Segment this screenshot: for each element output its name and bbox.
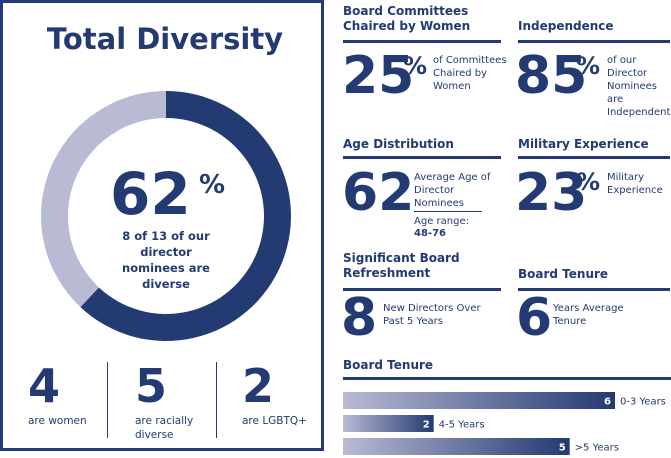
tenure-bar [343, 415, 434, 432]
refreshment-title: Significant Board Refreshment [343, 251, 460, 280]
stat-women-value: 4 [28, 359, 61, 413]
stat-divider [107, 362, 108, 438]
stat-women-label: are women [28, 415, 87, 427]
refreshment-rule [343, 288, 501, 291]
tenure-avg-title: Board Tenure [518, 267, 609, 281]
tenure-avg-rule [518, 288, 670, 291]
age-title: Age Distribution [343, 137, 454, 151]
stat-women: 4 are women [28, 362, 106, 428]
independence-title: Independence [518, 19, 614, 33]
diversity-percent: 62 [110, 160, 191, 228]
military-rule [518, 156, 670, 159]
committees-text: of Committees Chaired by Women [433, 55, 507, 92]
donut-segment-diverse [80, 91, 292, 341]
tenure-bar-chart: 6 0-3 Years 2 4-5 Years 5 >5 Years [343, 392, 666, 455]
tenure-bar-label: 4-5 Years [439, 420, 485, 431]
total-diversity-panel [0, 0, 324, 451]
diversity-caption: 8 of 13 of our director nominees are div… [122, 229, 210, 291]
refreshment-value: 8 [341, 288, 378, 348]
age-rule [343, 156, 501, 159]
age-range-label: Age range: [414, 216, 469, 227]
tenure-bar [343, 438, 570, 455]
military-title: Military Experience [518, 137, 649, 151]
tenure-chart-title: Board Tenure [343, 358, 434, 372]
refreshment-text: New Directors Over Past 5 Years [383, 303, 481, 327]
committees-title: Board Committees Chaired by Women [343, 4, 471, 33]
tenure-bar [343, 392, 615, 409]
diversity-percent-sign: % [199, 170, 226, 200]
tenure-bar-value: 6 [604, 397, 611, 408]
tenure-bar-label: 0-3 Years [620, 397, 666, 408]
stat-lgbtq: 2 are LGBTQ+ [242, 362, 320, 428]
tenure-chart-rule [343, 377, 671, 380]
stat-lgbtq-value: 2 [242, 359, 275, 413]
independence-text: of our Director Nominees are Independent [607, 55, 671, 118]
age-range-value: 48-76 [414, 228, 446, 239]
tenure-bar-value: 2 [423, 420, 430, 431]
military-value: 23 [515, 163, 588, 223]
age-range-rule [414, 211, 482, 212]
total-diversity-title: Total Diversity [46, 22, 284, 56]
tenure-bar-value: 5 [559, 443, 566, 454]
diversity-donut-chart [41, 91, 292, 341]
donut-segment-not-diverse [41, 91, 166, 308]
tenure-avg-text: Years Average Tenure [553, 303, 624, 327]
military-sign: % [576, 168, 601, 196]
independence-value: 85 [515, 46, 588, 106]
tenure-avg-value: 6 [516, 288, 553, 348]
committees-rule [343, 40, 501, 43]
tenure-bar-label: >5 Years [575, 443, 619, 454]
age-text: Average Age of Director Nominees [414, 172, 491, 209]
age-value: 62 [342, 163, 415, 223]
stat-racially-diverse-label: are racially diverse [135, 415, 194, 441]
independence-rule [518, 40, 670, 43]
military-text: Military Experience [607, 172, 663, 196]
stat-lgbtq-label: are LGBTQ+ [242, 415, 307, 427]
committees-sign: % [403, 52, 428, 80]
committees-value: 25 [342, 46, 415, 106]
stat-racially-diverse-value: 5 [135, 359, 168, 413]
independence-sign: % [576, 52, 601, 80]
stat-divider [216, 362, 217, 438]
stat-racially-diverse: 5 are racially diverse [135, 362, 213, 442]
